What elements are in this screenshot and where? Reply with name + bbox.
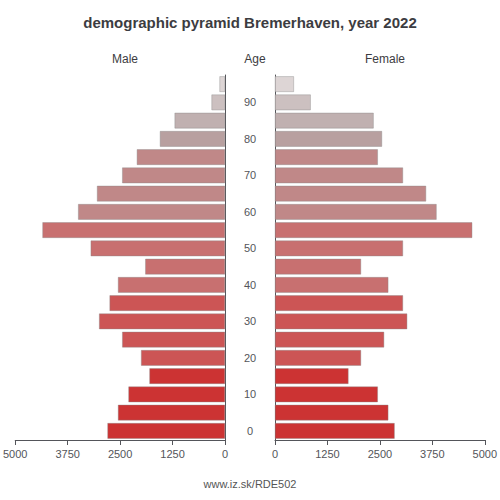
svg-text:0: 0: [272, 448, 278, 460]
svg-text:50: 50: [244, 242, 256, 254]
svg-text:Female: Female: [365, 52, 405, 66]
svg-text:2500: 2500: [368, 448, 392, 460]
svg-text:www.iz.sk/RDE502: www.iz.sk/RDE502: [203, 478, 297, 490]
svg-text:60: 60: [244, 206, 256, 218]
svg-text:Age: Age: [244, 52, 266, 66]
svg-text:Male: Male: [112, 52, 138, 66]
svg-text:30: 30: [244, 315, 256, 327]
svg-text:10: 10: [244, 388, 256, 400]
svg-text:80: 80: [244, 133, 256, 145]
svg-text:1250: 1250: [160, 448, 184, 460]
svg-text:0: 0: [247, 425, 253, 437]
svg-text:90: 90: [244, 96, 256, 108]
svg-text:2500: 2500: [108, 448, 132, 460]
svg-text:40: 40: [244, 279, 256, 291]
svg-text:1250: 1250: [315, 448, 339, 460]
svg-text:3750: 3750: [55, 448, 79, 460]
svg-text:0: 0: [222, 448, 228, 460]
svg-text:5000: 5000: [3, 448, 27, 460]
svg-text:5000: 5000: [473, 448, 497, 460]
svg-text:20: 20: [244, 352, 256, 364]
svg-text:70: 70: [244, 169, 256, 181]
svg-text:demographic pyramid Bremerhave: demographic pyramid Bremerhaven, year 20…: [83, 14, 417, 31]
svg-text:3750: 3750: [420, 448, 444, 460]
